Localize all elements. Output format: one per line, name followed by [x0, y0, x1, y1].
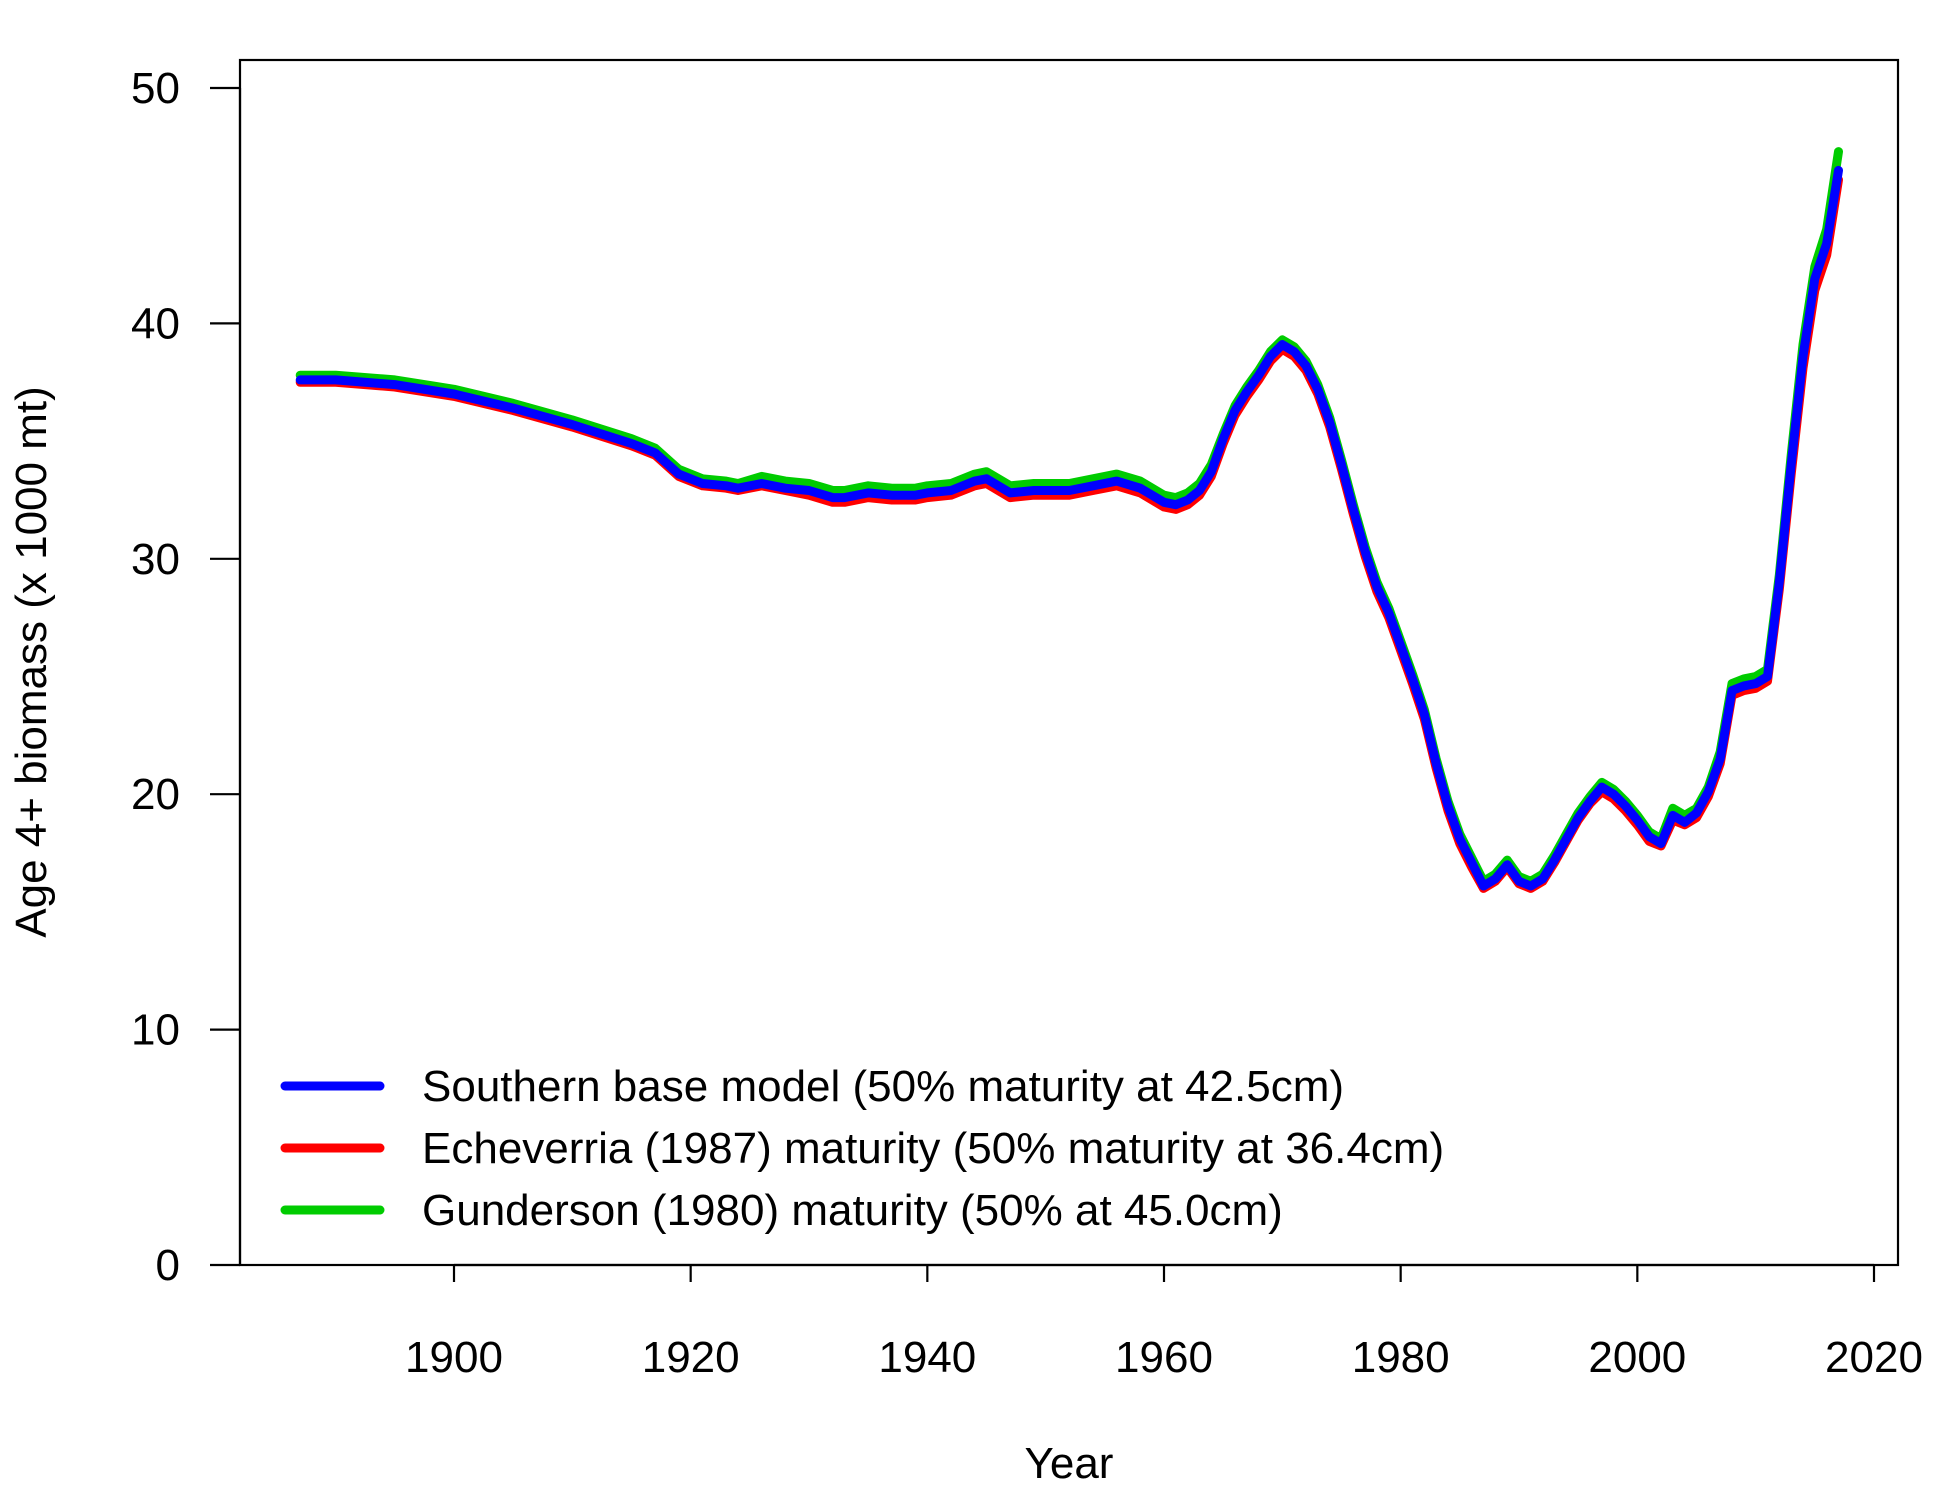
x-axis-label: Year — [1025, 1439, 1114, 1488]
series-line — [295, 165, 1843, 891]
series-line — [295, 147, 1843, 886]
series-layer — [295, 147, 1843, 893]
y-tick-label: 40 — [131, 299, 180, 348]
legend-label: Southern base model (50% maturity at 42.… — [422, 1062, 1344, 1111]
x-tick-label: 1920 — [642, 1333, 740, 1382]
x-tick-label: 1980 — [1352, 1333, 1450, 1382]
y-tick-label: 20 — [131, 770, 180, 819]
x-tick-label: 2000 — [1588, 1333, 1686, 1382]
y-tick-label: 50 — [131, 64, 180, 113]
y-axis-label: Age 4+ biomass (x 1000 mt) — [7, 386, 56, 937]
x-tick-label: 1960 — [1115, 1333, 1213, 1382]
y-tick-label: 0 — [156, 1241, 180, 1290]
x-tick-label: 2020 — [1825, 1333, 1923, 1382]
x-axis: 1900 1920 1940 1960 1980 2000 2020 — [405, 1263, 1923, 1382]
legend: Southern base model (50% maturity at 42.… — [280, 1062, 1444, 1235]
y-tick-label: 30 — [131, 535, 180, 584]
legend-label: Echeverria (1987) maturity (50% maturity… — [422, 1124, 1444, 1173]
x-tick-label: 1900 — [405, 1333, 503, 1382]
y-tick-label: 10 — [131, 1006, 180, 1055]
y-axis: 0 10 20 30 40 50 — [131, 64, 242, 1290]
x-tick-label: 1940 — [878, 1333, 976, 1382]
legend-label: Gunderson (1980) maturity (50% at 45.0cm… — [422, 1186, 1283, 1235]
